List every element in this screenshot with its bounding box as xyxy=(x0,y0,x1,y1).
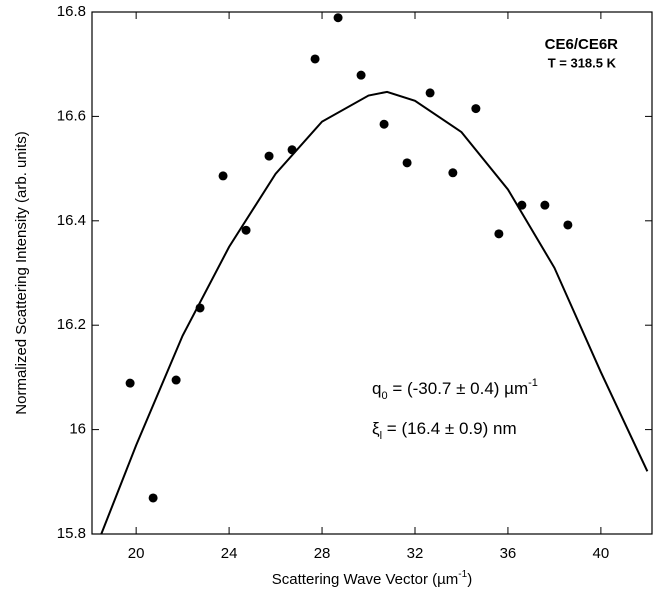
data-point xyxy=(241,225,251,235)
x-axis-label: Scattering Wave Vector (µm-1) xyxy=(272,569,472,588)
data-point xyxy=(264,151,274,161)
x-label-sup: -1 xyxy=(458,569,467,580)
temperature-label: T = 318.5 K xyxy=(548,55,617,70)
x-tick-label: 32 xyxy=(407,545,424,562)
data-point xyxy=(287,145,297,155)
data-point xyxy=(494,229,504,239)
q-sup: -1 xyxy=(528,377,538,389)
y-tick-label: 15.8 xyxy=(57,525,86,542)
y-axis-label: Normalized Scattering Intensity (arb. un… xyxy=(13,131,30,414)
data-point xyxy=(563,220,573,230)
data-point xyxy=(540,200,550,210)
data-point xyxy=(195,303,205,313)
y-tick-label: 16 xyxy=(69,421,86,438)
x-tick-label: 40 xyxy=(593,545,610,562)
y-tick-label: 16.8 xyxy=(57,3,86,20)
x-tick-label: 24 xyxy=(221,545,238,562)
plot-frame xyxy=(91,11,653,535)
xi-text: = (16.4 ± 0.9) nm xyxy=(382,419,517,438)
q-sub: 0 xyxy=(381,390,387,402)
data-point xyxy=(517,200,527,210)
fit-curve xyxy=(100,90,649,535)
x-tick-label: 20 xyxy=(128,545,145,562)
q-text: = (-30.7 ± 0.4) µm xyxy=(388,379,529,398)
y-tick-label: 16.6 xyxy=(57,107,86,124)
y-tick-label: 16.4 xyxy=(57,212,86,229)
xi-sub: l xyxy=(380,430,382,442)
data-point xyxy=(171,375,181,385)
x-tick-label: 36 xyxy=(500,545,517,562)
sample-label: CE6/CE6R xyxy=(545,36,619,53)
data-point xyxy=(356,70,366,80)
data-point xyxy=(333,13,343,23)
data-point xyxy=(218,171,228,181)
q-symbol: q xyxy=(372,379,381,398)
x-label-main: Scattering Wave Vector (µm xyxy=(272,571,458,588)
data-point xyxy=(402,158,412,168)
data-point xyxy=(448,168,458,178)
x-tick-label: 28 xyxy=(314,545,331,562)
x-label-end: ) xyxy=(467,571,472,588)
data-point xyxy=(125,378,135,388)
xi-annotation: ξl = (16.4 ± 0.9) nm xyxy=(372,419,517,441)
data-point xyxy=(310,54,320,64)
data-point xyxy=(379,119,389,129)
data-point xyxy=(425,88,435,98)
q0-annotation: q0 = (-30.7 ± 0.4) µm-1 xyxy=(372,377,538,402)
y-tick-label: 16.2 xyxy=(57,316,86,333)
data-point xyxy=(148,493,158,503)
xi-symbol: ξ xyxy=(372,419,380,438)
data-point xyxy=(471,104,481,114)
